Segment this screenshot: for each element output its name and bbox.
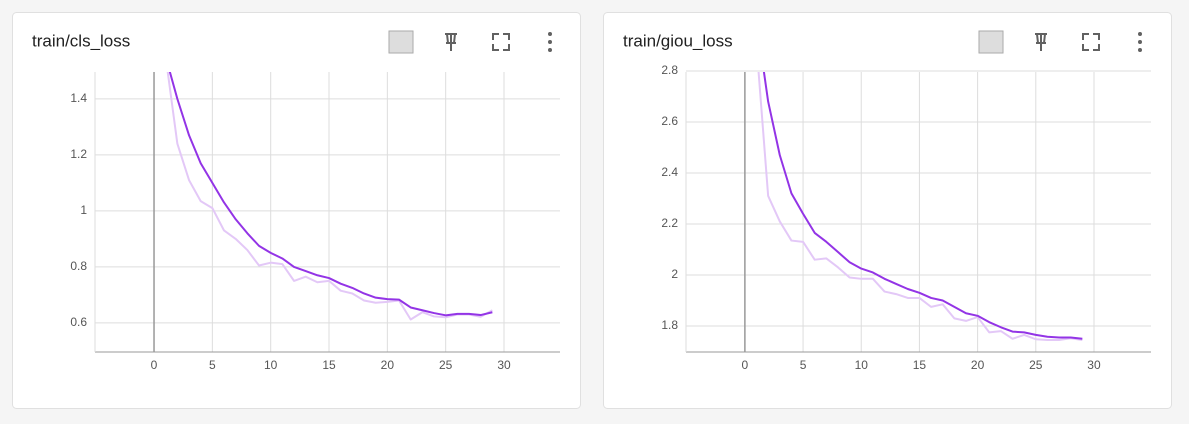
x-tick-label: 0 [742,358,749,372]
fit-domain-icon[interactable] [978,30,1004,54]
y-tick-label: 2.4 [661,165,678,179]
more-icon[interactable] [1138,32,1142,52]
x-tick-label: 15 [322,358,336,372]
more-icon[interactable] [548,32,552,52]
series-line [762,72,1083,340]
x-tick-label: 5 [209,358,216,372]
series-line [168,72,493,317]
x-tick-label: 20 [381,358,395,372]
pin-icon[interactable] [1035,33,1047,51]
y-tick-label: 2 [671,267,678,281]
series-line [757,72,1083,342]
pin-icon[interactable] [445,33,457,51]
x-tick-label: 5 [800,358,807,372]
y-tick-label: 0.6 [70,315,87,329]
y-tick-label: 1.8 [661,318,678,332]
chart: train/giou_loss 1.8 2 2.2 2.4 2.6 2.8 0 5 10 15 20 2… [623,31,1151,372]
fullscreen-icon[interactable] [1082,33,1100,51]
x-tick-label: 25 [1029,358,1043,372]
x-tick-label: 15 [913,358,927,372]
chart-title: train/cls_loss [32,31,130,50]
y-tick-label: 0.8 [70,259,87,273]
plot [757,72,1083,342]
y-tick-label: 2.8 [661,63,678,77]
fit-domain-icon[interactable] [388,30,414,54]
y-tick-label: 2.2 [661,216,678,230]
plot [166,72,493,321]
series-line [166,72,493,321]
x-tick-label: 30 [497,358,511,372]
chart-title: train/giou_loss [623,31,733,50]
x-tick-label: 10 [855,358,869,372]
x-tick-label: 30 [1087,358,1101,372]
x-tick-label: 20 [971,358,985,372]
y-tick-label: 2.6 [661,114,678,128]
y-tick-label: 1 [80,203,87,217]
fullscreen-icon[interactable] [492,33,510,51]
x-tick-label: 25 [439,358,453,372]
y-tick-label: 1.4 [70,91,87,105]
x-tick-label: 0 [151,358,158,372]
y-tick-label: 1.2 [70,147,87,161]
chart: train/cls_loss 0.6 0.8 1 1.2 1.4 0 5 10 15 20 25 30 [32,31,560,372]
toolbar-icons[interactable] [388,30,1142,54]
x-tick-label: 10 [264,358,278,372]
